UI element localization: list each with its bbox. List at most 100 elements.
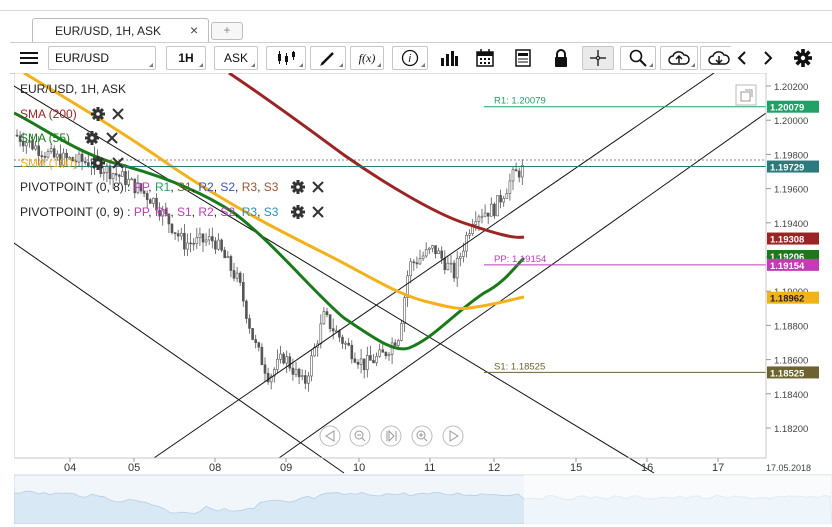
volume-button[interactable] [434,46,464,70]
price-badge [767,258,819,271]
pivot-2-part: S1 [176,205,192,219]
window-top-border [0,0,832,11]
pivot-1-part: , [213,180,221,194]
pivot-level-label: PP: 1.19154 [494,254,546,265]
new-tab-button[interactable]: + [211,22,243,40]
chevron-right-icon [764,51,773,65]
close-tab-icon[interactable]: × [190,22,199,38]
settings-button[interactable] [790,46,816,70]
pencil-icon [320,52,334,66]
upload-button[interactable] [660,46,698,70]
indicators-button[interactable]: f(x) [350,46,384,70]
date-tick: 09 [280,462,292,474]
chevron-left-icon [737,51,746,65]
crosshair-icon [590,50,606,66]
pivot-2-part: , [148,205,155,219]
pivot-2-remove-icon[interactable] [312,206,324,218]
sma-200-settings-icon[interactable] [91,107,105,121]
tab-bar: EUR/USD, 1H, ASK × + [14,16,832,43]
price-tick: 1.19800 [774,150,808,161]
scroll-left-button[interactable] [730,46,754,70]
news-button[interactable] [508,46,538,70]
date-axis: 04 05 08 09 10 11 12 15 16 17 17.05.2018 [14,457,811,474]
pivot-1-label: PIVOTPOINT (0, 8) : PP, R1, S1, R2, S2, … [20,180,279,194]
pivot-1-part: S2 [220,180,236,194]
price-badge [767,232,819,245]
pivot-2-part: , [235,205,242,219]
pivot-1-remove-icon[interactable] [312,181,324,193]
pivot-2-part: , [213,205,221,219]
pivot-2-part: R3 [241,205,258,219]
price-badge-text: 1.18962 [770,294,804,305]
pivot-1-part: , [191,180,199,194]
pivot-2-part: , [191,205,199,219]
zoom-control-button[interactable] [442,425,464,447]
price-badge-text: 1.20079 [770,103,804,114]
pivot-2-part: S2 [220,205,236,219]
pivot-levels: R1: 1.20079 PP: 1.19154 S1: 1.18525 [14,96,766,373]
timeframe-select[interactable]: 1H [166,46,206,70]
trend-line[interactable] [13,242,345,474]
trend-line[interactable] [13,85,655,474]
sma-55-remove-icon[interactable] [106,132,118,144]
sma-100-remove-icon[interactable] [112,157,124,169]
chart-tab[interactable]: EUR/USD, 1H, ASK × [32,18,209,43]
zoom-controls[interactable] [319,425,464,447]
trend-line[interactable] [153,72,715,459]
sma-100-settings-icon[interactable] [91,156,105,170]
sma-100-controls [91,156,124,170]
price-tick: 1.18800 [774,321,808,332]
pivot-1-settings-icon[interactable] [291,180,305,194]
hamburger-icon [20,52,38,64]
pivot-2-part: S3 [263,205,279,219]
lock-icon [555,49,567,67]
price-tick: 1.20200 [774,82,808,93]
sma-200-remove-icon[interactable] [112,108,124,120]
pivot-2-label: PIVOTPOINT (0, 9) : PP, R1, S1, R2, S2, … [20,205,279,219]
chart-title: EUR/USD, 1H, ASK [20,82,127,96]
pivot-2-settings-icon[interactable] [291,205,305,219]
chart-area[interactable]: R1: 1.20079 PP: 1.19154 S1: 1.18525 1.2020… [10,71,832,525]
date-tick: 10 [353,462,365,474]
price-type-select[interactable]: ASK [214,46,258,70]
expand-button[interactable] [735,84,757,106]
pivot-1-part: : [123,180,134,194]
candles [15,129,524,392]
trend-line[interactable] [278,112,767,459]
drawing-tools-button[interactable] [310,46,346,70]
navigator[interactable] [13,474,832,525]
date-tick: 16 [641,462,653,474]
zoom-control-button[interactable] [349,425,371,447]
zoom-control-button[interactable] [319,425,341,447]
pivot-2-part: R2 [198,205,214,219]
sma-55-settings-icon[interactable] [85,131,99,145]
trend-lines[interactable] [13,72,767,474]
info-button[interactable]: i [392,46,428,70]
pivot-1-part: S1 [176,180,192,194]
price-tick: 1.18400 [774,390,808,401]
pivot-2-part: R1 [154,205,171,219]
gear-icon [794,49,812,67]
bar-chart-icon [441,51,458,66]
menu-button[interactable] [16,46,42,70]
zoom-control-button[interactable] [380,425,402,447]
sma-200-line [228,71,525,239]
crosshair-button[interactable] [582,46,614,70]
sma-55-controls [85,131,118,145]
zoom-control-button[interactable] [411,425,433,447]
symbol-select[interactable]: EUR/USD [48,46,156,70]
zoom-button[interactable] [620,46,656,70]
scroll-right-button[interactable] [756,46,780,70]
magnifier-icon [629,49,647,67]
price-badge-text: 1.19308 [770,235,804,246]
plot-frame [13,72,767,459]
chart-type-button[interactable] [266,46,306,70]
sma-55-line [13,111,526,351]
date-tick: 11 [424,462,435,474]
calendar-button[interactable] [470,46,500,70]
document-icon [515,49,531,67]
lock-button[interactable] [546,46,576,70]
price-badge [767,291,819,304]
price-tick: 1.18200 [774,424,808,435]
price-chart[interactable]: R1: 1.20079 PP: 1.19154 S1: 1.18525 1.2020… [10,71,832,525]
